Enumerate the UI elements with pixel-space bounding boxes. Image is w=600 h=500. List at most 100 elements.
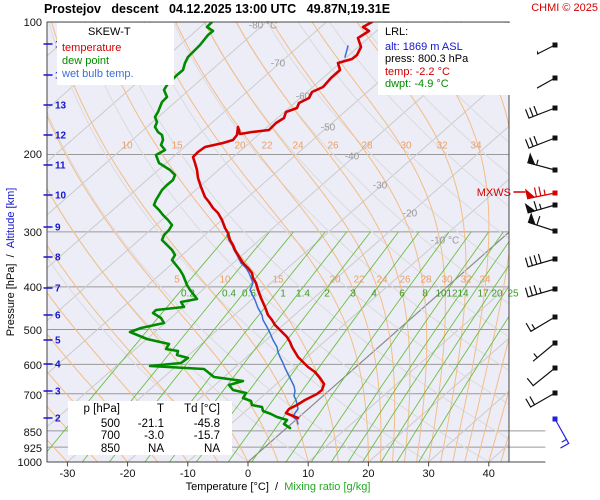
chart-label: 1000 bbox=[18, 457, 42, 469]
x-axis-title: Temperature [°C] / Mixing ratio [g/kg] bbox=[185, 481, 371, 493]
chart-label: 25 bbox=[507, 289, 519, 300]
chart-label: 3 bbox=[350, 289, 356, 300]
wind-barb-icon bbox=[525, 390, 558, 408]
chart-label: 10 bbox=[55, 191, 67, 202]
chart-label: 40 bbox=[483, 468, 495, 480]
mxws-label: MXWS bbox=[477, 187, 511, 199]
chart-label: 0.6 bbox=[242, 289, 256, 300]
wind-barb-icon bbox=[524, 201, 558, 214]
chart-label: -80 °C bbox=[249, 21, 277, 32]
wind-barb-icon bbox=[525, 253, 558, 268]
table-row: 500 -21.1 -45.8 bbox=[100, 417, 220, 430]
chart-label: -60 bbox=[296, 92, 311, 103]
chart-label: 26 bbox=[327, 141, 339, 152]
chart-label: 5 bbox=[174, 275, 180, 286]
chart-label: 32 bbox=[460, 275, 472, 286]
chart-label: 28 bbox=[361, 141, 373, 152]
chart-label: 20 bbox=[362, 468, 374, 480]
table-row: 850 NA NA bbox=[100, 442, 220, 455]
chart-label: 3 bbox=[55, 387, 61, 398]
chart-label: -50 bbox=[321, 123, 336, 134]
plot-frame bbox=[46, 21, 546, 463]
chart-label: 400 bbox=[24, 282, 42, 294]
chart-label: 24 bbox=[292, 141, 304, 152]
chart-label: 2 bbox=[324, 289, 330, 300]
chart-label: 15 bbox=[272, 275, 284, 286]
chart-label: 7 bbox=[55, 284, 61, 295]
pressure-axis: 100 200 300 400 500 600 700 850 925 1000 bbox=[18, 17, 42, 469]
chart-label: 12 bbox=[55, 131, 67, 142]
lrl-temperature: temp: -2.2 °C bbox=[385, 65, 450, 78]
chart-label: 300 bbox=[24, 227, 42, 239]
chart-label: -30 bbox=[59, 468, 75, 480]
chart-label: -20 bbox=[120, 468, 136, 480]
chart-label: 26 bbox=[399, 275, 411, 286]
chart-label: 1 bbox=[280, 289, 286, 300]
sounding-curves bbox=[128, 22, 374, 430]
copyright-text: CHMI © 2025 bbox=[531, 2, 598, 14]
chart-label: 12 bbox=[446, 289, 458, 300]
chart-label: 0 bbox=[245, 468, 251, 480]
chart-label: 5 bbox=[55, 336, 61, 347]
gridline-labels: -80 °C-70-60-50-40-30-20-10 °C10 15 20 22 24… bbox=[121, 21, 519, 300]
chart-label: 1.4 bbox=[296, 289, 310, 300]
chart-label: 100 bbox=[24, 17, 42, 29]
chart-label: 4 bbox=[371, 289, 377, 300]
chart-label: 30 bbox=[422, 468, 434, 480]
chart-label: 850 bbox=[24, 427, 42, 439]
levels-table: p [hPa] T Td [°C] 500 -21.1 -45.8 700 -3… bbox=[68, 401, 232, 455]
chart-label: 600 bbox=[24, 360, 42, 372]
wind-barb-icon bbox=[526, 365, 558, 387]
chart-label: 13 bbox=[55, 101, 67, 112]
legend: SKEW-T temperature dew point wet bulb te… bbox=[57, 23, 174, 85]
chart-label: 500 bbox=[24, 325, 42, 337]
chart-label: 6 bbox=[55, 311, 61, 322]
chart-label: 30 bbox=[441, 275, 453, 286]
wind-barb-icon bbox=[525, 105, 558, 119]
lrl-info-box: LRL: alt: 1869 m ASL press: 800.3 hPa te… bbox=[378, 23, 537, 95]
chart-label: 11 bbox=[55, 161, 66, 172]
wind-barb-icon bbox=[524, 186, 558, 200]
wind-barb-icon bbox=[525, 285, 558, 298]
chart-label: 925 bbox=[24, 443, 42, 455]
lrl-dewpoint: dwpt: -4.9 °C bbox=[385, 78, 449, 90]
table-row: 700 -3.0 -15.7 bbox=[100, 430, 220, 442]
wind-barb-icon bbox=[525, 314, 558, 332]
chart-label: 14 bbox=[457, 289, 469, 300]
chart-label: 28 bbox=[420, 275, 432, 286]
chart-label: 8 bbox=[422, 289, 428, 300]
chart-label: 17 bbox=[477, 289, 489, 300]
legend-item-dew-point: dew point bbox=[62, 55, 110, 67]
chart-label: 20 bbox=[329, 275, 341, 286]
chart-label: 6 bbox=[399, 289, 405, 300]
chart-label: 22 bbox=[353, 275, 365, 286]
dew-point-curve bbox=[128, 22, 292, 430]
chart-label: -10 bbox=[180, 468, 196, 480]
lrl-title: LRL: bbox=[385, 26, 409, 38]
temperature-axis: -30 -20 -10 0 10 20 30 40 bbox=[59, 461, 495, 480]
chart-label: 20 bbox=[491, 289, 503, 300]
lrl-altitude: alt: 1869 m ASL bbox=[385, 40, 463, 53]
isotherm-lines bbox=[47, 22, 509, 462]
mxws-marker: MXWS bbox=[477, 187, 526, 199]
wind-barbs bbox=[524, 42, 570, 449]
chart-label: 700 bbox=[24, 390, 42, 402]
chart-label: 34 bbox=[479, 275, 491, 286]
chart-label: 0.4 bbox=[222, 289, 236, 300]
y-axis-title: Pressure [hPa] / Altitude [km] bbox=[5, 187, 17, 337]
chart-label: 24 bbox=[376, 275, 388, 286]
legend-item-wet-bulb: wet bulb temp. bbox=[62, 68, 134, 80]
chart-label: 10 bbox=[121, 141, 133, 152]
chart-label: 10 bbox=[435, 289, 447, 300]
lrl-pressure: press: 800.3 hPa bbox=[385, 53, 469, 65]
wind-barb-icon bbox=[552, 416, 570, 449]
chart-label: -30 bbox=[373, 181, 388, 192]
levels-table-header: p [hPa] T Td [°C] bbox=[83, 403, 220, 415]
temperature-curve bbox=[191, 22, 374, 420]
chart-label: 32 bbox=[436, 141, 448, 152]
wind-barb-icon bbox=[525, 135, 558, 149]
wind-barb-icon bbox=[527, 152, 558, 173]
chart-label: 2 bbox=[55, 414, 61, 425]
